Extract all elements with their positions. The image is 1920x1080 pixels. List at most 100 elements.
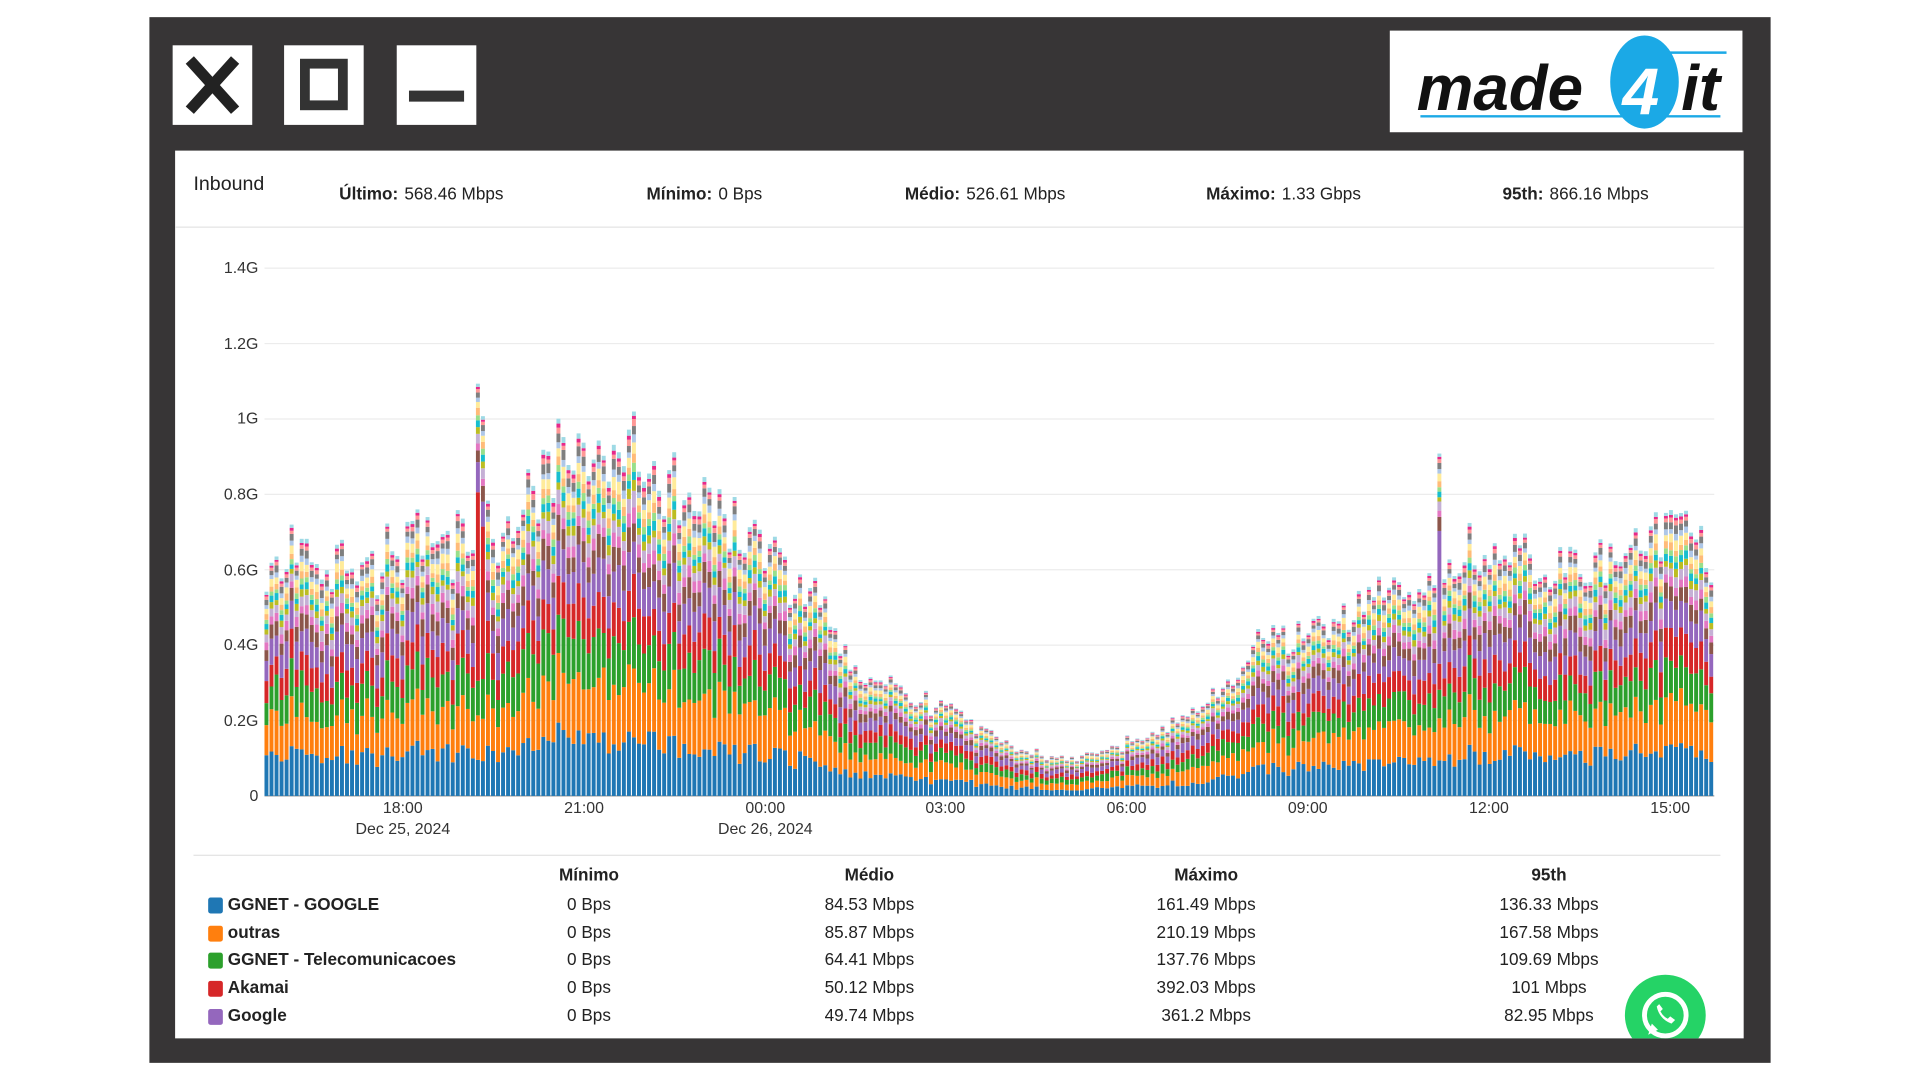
- bar-segment: [465, 558, 470, 561]
- bar-segment: [410, 699, 415, 746]
- bar-segment: [1009, 755, 1014, 757]
- bar-segment: [747, 583, 752, 593]
- bar-segment: [1568, 553, 1573, 558]
- bar-segment: [506, 516, 511, 522]
- bar-segment: [1009, 746, 1014, 747]
- bar-segment: [979, 729, 984, 731]
- bar-segment: [455, 514, 460, 517]
- bar-segment: [571, 470, 576, 475]
- bar-segment: [289, 746, 294, 796]
- bar-segment: [1195, 783, 1200, 796]
- bar-segment: [833, 741, 838, 768]
- bar-segment: [928, 724, 933, 727]
- bar-segment: [652, 512, 657, 521]
- bar-segment: [672, 602, 677, 633]
- minimize-button[interactable]: [396, 45, 477, 125]
- bar-segment: [923, 697, 928, 700]
- bar-segment: [1321, 642, 1326, 647]
- bar-segment: [1316, 732, 1321, 769]
- bar-segment: [1064, 790, 1069, 796]
- bar-segment: [526, 475, 531, 480]
- bar-segment: [506, 535, 511, 540]
- bar-segment: [742, 753, 747, 796]
- bar-segment: [546, 511, 551, 521]
- bar-segment: [1477, 577, 1482, 582]
- bar-segment: [1095, 767, 1100, 772]
- bar-segment: [1049, 765, 1054, 768]
- bar-segment: [858, 700, 863, 704]
- bar-segment: [304, 614, 309, 629]
- bar-segment: [314, 667, 319, 689]
- bar-segment: [1608, 546, 1613, 549]
- bar-segment: [1643, 584, 1648, 589]
- bar-segment: [959, 738, 964, 746]
- bar-segment: [833, 632, 838, 635]
- bar-segment: [501, 584, 506, 593]
- bar-segment: [284, 574, 289, 578]
- bar-segment: [1069, 765, 1074, 768]
- bar-segment: [1306, 663, 1311, 668]
- bar-segment: [1170, 720, 1175, 723]
- bar-segment: [964, 781, 969, 796]
- bar-segment: [1643, 588, 1648, 596]
- bar-segment: [440, 537, 445, 540]
- bar-segment: [1588, 623, 1593, 630]
- bar-segment: [475, 492, 480, 681]
- bar-segment: [1558, 547, 1563, 551]
- bar-segment: [1261, 643, 1266, 648]
- bar-segment: [1155, 746, 1160, 749]
- bar-segment: [1593, 584, 1598, 590]
- bar-segment: [1341, 632, 1346, 639]
- bar-segment: [1522, 539, 1527, 543]
- bar-segment: [928, 761, 933, 773]
- bar-segment: [1004, 740, 1009, 742]
- bar-segment: [1326, 651, 1331, 657]
- bar-segment: [561, 492, 566, 502]
- bar-segment: [873, 698, 878, 702]
- bar-segment: [1145, 764, 1150, 770]
- bar-segment: [531, 507, 536, 513]
- bar-segment: [345, 608, 349, 614]
- bar-segment: [974, 763, 979, 769]
- bar-segment: [652, 564, 657, 582]
- bar-segment: [1190, 725, 1195, 729]
- bar-segment: [1024, 779, 1029, 787]
- bar-segment: [1336, 625, 1341, 629]
- bar-segment: [1583, 596, 1588, 602]
- bar-segment: [611, 546, 616, 572]
- bar-segment: [430, 614, 435, 632]
- bar-segment: [1452, 766, 1457, 796]
- bar-segment: [375, 627, 380, 631]
- bar-segment: [1170, 719, 1175, 721]
- bar-segment: [1598, 671, 1603, 702]
- bar-segment: [1397, 619, 1402, 626]
- bar-segment: [1638, 590, 1643, 598]
- bar-segment: [536, 531, 541, 537]
- close-button[interactable]: [172, 45, 253, 125]
- bar-segment: [1190, 710, 1195, 714]
- bar-segment: [1578, 612, 1583, 618]
- maximize-button[interactable]: [284, 45, 364, 125]
- bar-segment: [969, 751, 974, 761]
- bar-segment: [1195, 758, 1200, 769]
- bar-segment: [1588, 660, 1593, 686]
- bar-segment: [1246, 693, 1251, 699]
- bar-segment: [345, 763, 349, 796]
- stacked-bar-chart[interactable]: [175, 151, 1744, 837]
- bar-segment: [1195, 723, 1200, 726]
- bar-segment: [949, 719, 954, 722]
- bar-segment: [964, 735, 969, 739]
- bar-segment: [752, 519, 757, 524]
- bar-segment: [1522, 570, 1527, 577]
- bar-segment: [345, 570, 349, 574]
- bar-segment: [626, 527, 631, 553]
- bar-segment: [1472, 569, 1477, 572]
- bar-segment: [1276, 653, 1281, 658]
- bar-segment: [1442, 606, 1447, 612]
- bar-segment: [470, 555, 475, 560]
- bar-segment: [430, 649, 435, 678]
- bar-segment: [1512, 573, 1517, 579]
- bar-segment: [823, 635, 828, 644]
- bar-segment: [435, 547, 440, 552]
- bar-segment: [1336, 769, 1341, 796]
